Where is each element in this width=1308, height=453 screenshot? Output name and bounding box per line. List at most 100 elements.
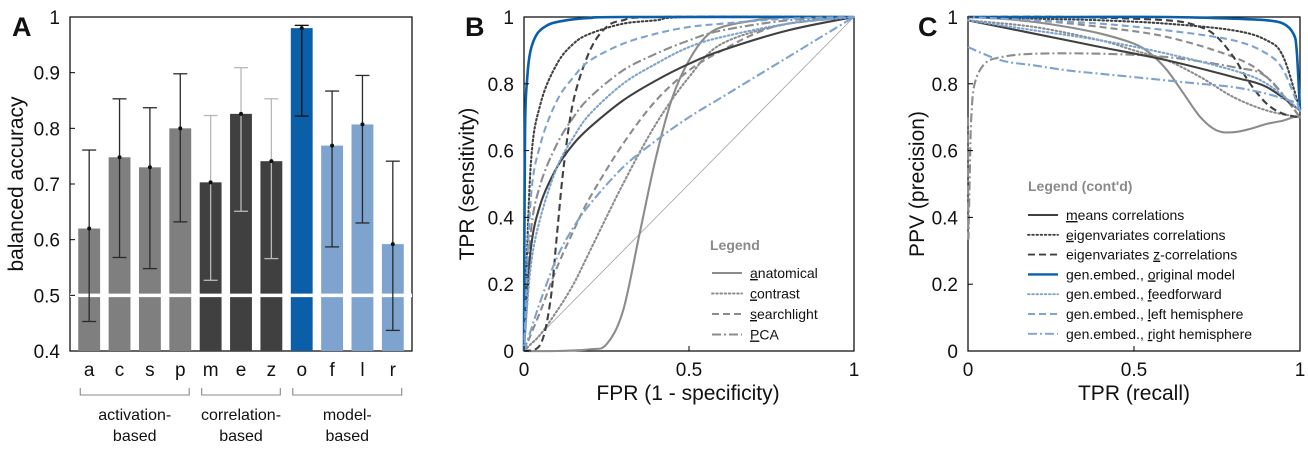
legend-label-key-letter: c	[750, 286, 757, 302]
mean-marker-a	[87, 226, 92, 231]
legend-entry-label: anatomical	[750, 265, 818, 281]
y-tick-label: 0.4	[34, 342, 61, 363]
mean-marker-c	[117, 155, 122, 160]
group-label: based	[219, 428, 263, 445]
legend-label-key-letter: a	[750, 265, 758, 281]
legend-entry-label: PCA	[750, 327, 779, 343]
x-tick-label: 0.5	[676, 360, 702, 381]
legend-label-prefix: gen.embed.,	[1066, 326, 1148, 342]
y-tick-label: 0.5	[34, 286, 60, 307]
legend-entry-label: gen.embed., original model	[1066, 266, 1235, 282]
mean-marker-e	[239, 111, 243, 116]
legend-label-key-letter: s	[750, 306, 757, 322]
curve-gen-embed-original-model	[522, 15, 855, 352]
curve-means-correlations	[522, 15, 855, 352]
x-tick-label: c	[115, 360, 125, 381]
panel-a-y-ticks: 0.4 0.5 0.6 0.7 0.8 0.9 1	[34, 8, 75, 363]
curve-diagonal	[523, 16, 855, 352]
curve-pca	[522, 15, 855, 352]
panel-a-letter: A	[12, 12, 32, 42]
legend-label-key-letter: z	[1153, 247, 1160, 263]
legend-label-key-letter: P	[750, 327, 759, 343]
curve-gen-embed-feedforward	[522, 15, 856, 353]
curve-means-correlations	[967, 19, 1301, 112]
mean-marker-p	[178, 126, 183, 131]
y-tick-label: 1	[947, 8, 958, 29]
x-tick-label: 1	[1295, 360, 1306, 381]
panel-c-y-axis-label: PPV (precision)	[906, 111, 929, 257]
curve-contrast	[522, 15, 856, 353]
panel-c-x-ticks: 0 0.5 1	[963, 346, 1306, 381]
curve-eigenvariates-z-correlations	[523, 15, 855, 353]
panel-a-error-bars	[82, 24, 400, 332]
legend-entry-label: gen.embed., right hemisphere	[1066, 326, 1252, 342]
legend-entry-label: eigenvariates z-correlations	[1066, 247, 1237, 263]
bar-f	[321, 145, 344, 351]
mean-marker-f	[330, 143, 335, 148]
y-tick-label: 0.2	[488, 275, 514, 296]
curve-eigenvariates-correlations	[966, 15, 1302, 112]
panel-c-legend: Legend (cont'd) means correlationseigenv…	[1027, 178, 1252, 342]
x-tick-label: r	[390, 360, 397, 381]
legend-label-rest: ight hemisphere	[1152, 326, 1252, 342]
y-tick-label: 0.8	[488, 75, 514, 96]
x-tick-label: p	[175, 360, 186, 381]
legend-entry-label: gen.embed., left hemisphere	[1066, 306, 1244, 322]
panel-a-group-brackets: activation-based correlation-based model-b…	[79, 388, 403, 445]
curve-anatomical	[967, 15, 1301, 134]
x-tick-label: 0.5	[1121, 360, 1147, 381]
bar-e	[230, 113, 252, 351]
curve-gen-embed-right-hemisphere	[523, 16, 855, 352]
curve-searchlight	[523, 15, 855, 352]
bar-o	[290, 28, 313, 352]
panel-b: B 00.20.40.60.81 0 0.5 1 FPR (1 - specific…	[456, 8, 859, 405]
x-tick-label: s	[145, 360, 155, 381]
y-tick-label: 0.6	[488, 142, 514, 163]
legend-label-rest: eedforward	[1152, 286, 1222, 302]
group-bracket	[79, 388, 190, 396]
x-tick-label: 0	[963, 360, 974, 381]
panel-b-x-ticks: 0 0.5 1	[519, 346, 859, 381]
panel-c-plot-frame	[967, 16, 1301, 352]
x-tick-label: 0	[519, 360, 530, 381]
y-tick-label: 0.8	[932, 75, 958, 96]
legend-entry-label: searchlight	[750, 306, 818, 322]
x-tick-label: a	[84, 360, 95, 381]
curve-gen-embed-original-model	[968, 15, 1302, 111]
group-label: model-	[323, 407, 372, 424]
legend-label-rest: natomical	[758, 265, 818, 281]
x-tick-label: o	[296, 360, 307, 381]
panel-a-y-axis-label: balanced accuracy	[5, 96, 28, 272]
curve-gen-embed-right-hemisphere	[967, 46, 1301, 105]
legend-label-rest: -correlations	[1160, 247, 1237, 263]
legend-label-key-letter: e	[1066, 227, 1074, 243]
group-label: correlation-	[201, 407, 281, 424]
legend-label-key-letter: m	[1066, 207, 1078, 223]
mean-marker-z	[269, 159, 274, 164]
group-label: based	[113, 428, 157, 445]
legend-label-prefix: eigenvariates	[1066, 247, 1153, 263]
x-tick-label: l	[360, 360, 364, 381]
panel-c-letter: C	[918, 12, 938, 42]
legend-label-key-letter: r	[1148, 326, 1153, 342]
legend-entry-label: eigenvariates correlations	[1066, 227, 1226, 243]
legend-label-rest: igenvariates correlations	[1074, 227, 1226, 243]
mean-marker-r	[390, 242, 395, 247]
y-tick-label: 0	[947, 342, 958, 363]
legend-entry-label: gen.embed., feedforward	[1066, 286, 1222, 302]
y-tick-label: 0.8	[34, 119, 60, 140]
y-tick-label: 0.6	[34, 231, 60, 252]
x-tick-label: f	[329, 360, 335, 381]
x-tick-label: e	[236, 360, 247, 381]
legend-label-rest: riginal model	[1156, 266, 1235, 282]
panel-b-y-ticks: 0 0.2 0.4 0.6 0.8 1	[488, 8, 529, 363]
panel-c-legend-title: Legend (cont'd)	[1028, 178, 1132, 194]
panel-c-y-ticks: 0 0.2 0.4 0.6 0.8 1	[932, 8, 973, 363]
legend-entry-label: contrast	[750, 286, 800, 302]
panel-b-curves	[522, 15, 856, 353]
group-bracket	[201, 388, 281, 396]
legend-label-rest: eans correlations	[1078, 207, 1185, 223]
legend-label-key-letter: f	[1148, 286, 1152, 302]
